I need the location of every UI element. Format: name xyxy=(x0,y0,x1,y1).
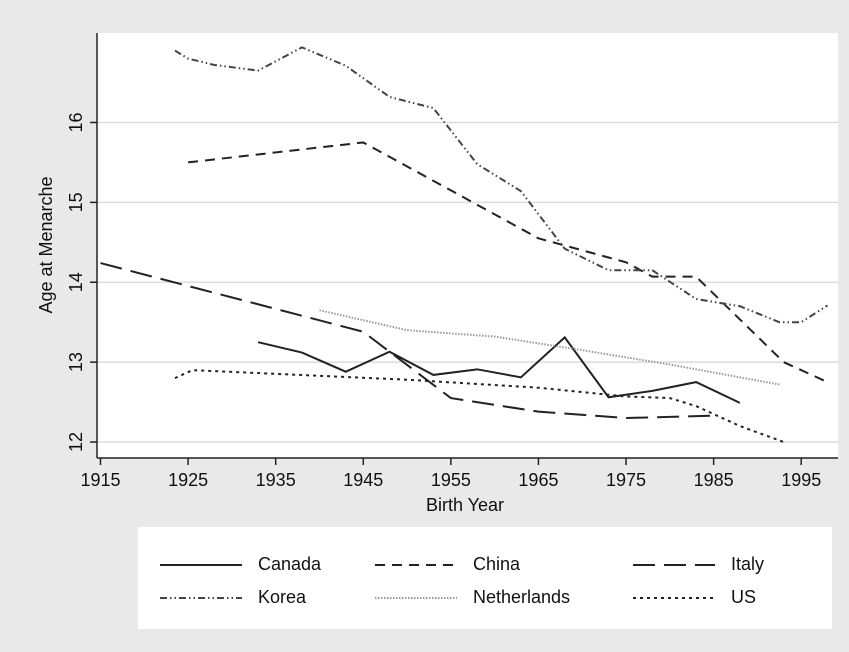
legend-label: Italy xyxy=(731,554,764,574)
plot-area xyxy=(97,33,838,458)
legend-label: Korea xyxy=(258,587,307,607)
y-tick-label: 15 xyxy=(66,192,86,212)
legend-label: US xyxy=(731,587,756,607)
legend-box xyxy=(138,527,832,629)
x-axis-title: Birth Year xyxy=(426,495,504,515)
x-tick-label: 1925 xyxy=(168,470,208,490)
x-tick-label: 1985 xyxy=(694,470,734,490)
y-tick-label: 16 xyxy=(66,112,86,132)
series-line xyxy=(257,335,741,404)
legend-label: Netherlands xyxy=(473,587,570,607)
x-tick-label: 1975 xyxy=(606,470,646,490)
x-tick-label: 1935 xyxy=(256,470,296,490)
x-tick-label: 1995 xyxy=(781,470,821,490)
x-tick-label: 1955 xyxy=(431,470,471,490)
series-line xyxy=(100,262,714,420)
y-tick-label: 13 xyxy=(66,352,86,372)
y-tick-label: 14 xyxy=(66,272,86,292)
x-tick-label: 1965 xyxy=(518,470,558,490)
x-tick-label: 1945 xyxy=(343,470,383,490)
x-tick-label: 1915 xyxy=(80,470,120,490)
y-axis-title: Age at Menarche xyxy=(36,176,56,313)
series-line xyxy=(174,46,829,324)
legend-label: China xyxy=(473,554,521,574)
legend-label: Canada xyxy=(258,554,322,574)
y-tick-label: 12 xyxy=(66,432,86,452)
